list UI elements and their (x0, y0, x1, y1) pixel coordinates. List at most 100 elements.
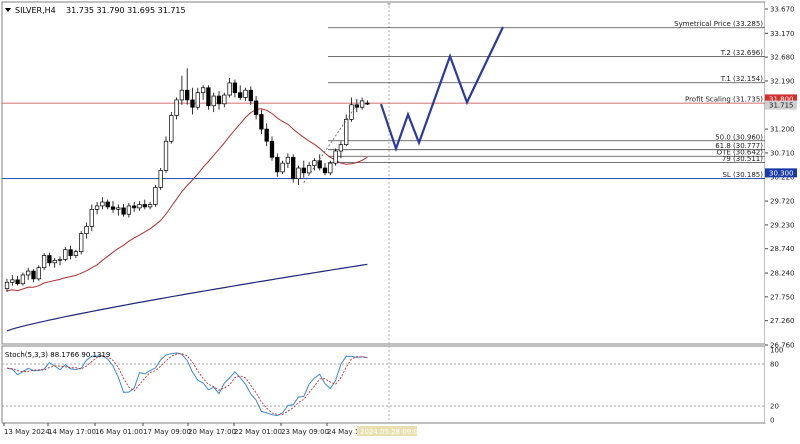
candle[interactable] (285, 153, 291, 169)
time-tick-label: 22 May 01:00 (234, 428, 282, 436)
candle[interactable] (169, 112, 174, 144)
candle[interactable] (142, 199, 147, 210)
candle[interactable] (227, 78, 232, 98)
candle[interactable] (301, 160, 306, 178)
candle[interactable] (333, 148, 338, 166)
candle[interactable] (264, 123, 269, 147)
candle[interactable] (10, 274, 15, 286)
candle[interactable] (126, 203, 132, 218)
level-label: Symetrical Price (33.285) (674, 20, 763, 28)
candle[interactable] (211, 92, 216, 113)
candle[interactable] (248, 86, 253, 105)
candle[interactable] (206, 85, 211, 110)
time-tick-label: 13 May 2024 (4, 428, 50, 436)
candle[interactable] (47, 252, 52, 267)
price-tick-label: 31.200 (770, 126, 795, 134)
candle[interactable] (306, 162, 312, 176)
price-tick-label: 29.230 (770, 221, 795, 229)
candle[interactable] (15, 275, 20, 286)
candle[interactable] (195, 87, 200, 110)
candle[interactable] (89, 204, 94, 232)
level-label: T.1 (32.154) (720, 75, 764, 83)
candle[interactable] (36, 265, 41, 281)
candle[interactable] (317, 154, 322, 171)
chevron-down-icon[interactable] (5, 8, 11, 12)
candle[interactable] (344, 114, 349, 147)
candle[interactable] (116, 204, 121, 216)
candle[interactable] (365, 100, 370, 106)
price-tick-label: 28.240 (770, 270, 795, 278)
candle[interactable] (73, 249, 79, 258)
price-tick-label: 33.170 (770, 30, 795, 38)
price-tick-label: 33.670 (770, 6, 795, 14)
candle[interactable] (68, 245, 73, 260)
candle[interactable] (79, 231, 84, 255)
candle[interactable] (153, 185, 158, 207)
candle[interactable] (275, 153, 280, 177)
candle[interactable] (296, 165, 301, 186)
candle[interactable] (328, 160, 333, 176)
candle[interactable] (222, 92, 227, 108)
candle[interactable] (26, 267, 31, 280)
candle[interactable] (137, 201, 142, 211)
candle[interactable] (147, 202, 153, 210)
price-tick-label: 28.740 (770, 245, 795, 253)
candle[interactable] (185, 68, 190, 105)
candle[interactable] (354, 98, 359, 113)
level-label: SL (30.185) (722, 171, 763, 179)
price-tag-label: 31.715 (769, 102, 794, 110)
price-tag (765, 100, 797, 110)
candle[interactable] (200, 85, 206, 100)
level-label: 61.8 (30.777) (715, 142, 763, 150)
candle[interactable] (269, 136, 275, 161)
candle[interactable] (216, 91, 222, 110)
candle[interactable] (322, 163, 328, 176)
candle[interactable] (163, 136, 169, 173)
candle[interactable] (243, 87, 248, 101)
candle[interactable] (105, 199, 110, 210)
candle[interactable] (253, 96, 259, 120)
price-tick-label: 27.750 (770, 293, 795, 301)
candle[interactable] (238, 85, 243, 100)
candle[interactable] (4, 278, 10, 292)
cursor-time-box (357, 426, 417, 436)
candle[interactable] (338, 141, 344, 159)
price-tick-label: 26.760 (770, 342, 795, 350)
time-tick-label: 16 May 01:00 (95, 428, 143, 436)
candle[interactable] (259, 109, 264, 134)
candle[interactable] (52, 257, 57, 268)
price-tag (765, 94, 797, 104)
candle[interactable] (20, 272, 26, 286)
candle[interactable] (158, 168, 163, 190)
candle[interactable] (179, 75, 185, 105)
candle[interactable] (63, 246, 68, 262)
moving-average-fast (6, 108, 368, 292)
candle[interactable] (100, 197, 105, 210)
candle[interactable] (121, 203, 126, 217)
candle[interactable] (359, 97, 365, 110)
price-tag-label: 30.300 (769, 169, 794, 177)
level-label: T.2 (32.696) (720, 49, 764, 57)
candle[interactable] (94, 202, 100, 215)
stoch-title: Stoch(5,3,3) 88.1766 90.1319 (5, 351, 110, 359)
stoch-signal-line (6, 353, 368, 415)
candle[interactable] (84, 222, 89, 239)
candle[interactable] (41, 253, 47, 271)
level-label: OTE (30.642) (717, 149, 764, 157)
candle[interactable] (232, 79, 238, 98)
candle[interactable] (280, 160, 285, 174)
candle[interactable] (291, 154, 296, 183)
price-tag (765, 168, 797, 178)
candle[interactable] (57, 256, 63, 266)
candle[interactable] (132, 202, 137, 212)
candle[interactable] (174, 97, 179, 120)
candle[interactable] (110, 201, 116, 213)
main-chart-frame (1, 1, 766, 345)
stoch-tick-label: 0 (770, 417, 774, 425)
candle[interactable] (190, 87, 195, 115)
projection-path (379, 26, 504, 152)
candle[interactable] (312, 158, 317, 171)
candle[interactable] (31, 269, 36, 283)
